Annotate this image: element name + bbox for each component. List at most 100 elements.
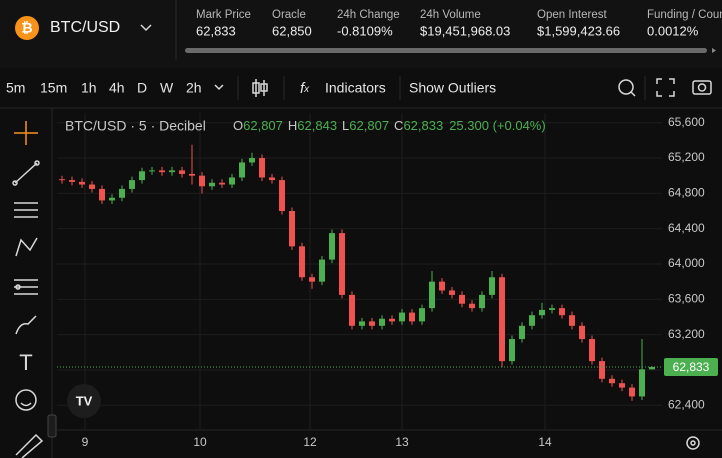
- chart-title: BTC/USD · 5 · Decibel: [65, 118, 206, 134]
- top-bar: [0, 0, 722, 68]
- ohlc-key: C: [394, 118, 403, 133]
- interval-button[interactable]: 1h: [81, 80, 97, 96]
- chart: 62,40062,80063,20063,60064,00064,40064,8…: [57, 113, 722, 449]
- y-tick-label: 62,400: [668, 397, 705, 411]
- x-tick-label: 12: [303, 435, 317, 449]
- candle-body: [59, 179, 65, 181]
- text-tool[interactable]: T: [19, 350, 32, 375]
- ruler-tool[interactable]: [15, 433, 44, 458]
- collapse-handle[interactable]: [47, 414, 57, 438]
- candle-body: [549, 308, 555, 310]
- candle-body: [249, 158, 255, 163]
- ohlc-value: 62,807: [349, 118, 389, 133]
- replay-icon[interactable]: [618, 79, 636, 97]
- candle-body: [279, 180, 285, 212]
- x-tick-label: 13: [395, 435, 409, 449]
- scroll-arrow[interactable]: [712, 48, 716, 53]
- candle-body: [419, 308, 425, 322]
- scrollbar[interactable]: [185, 48, 707, 53]
- candle-body: [519, 325, 525, 340]
- interval-button[interactable]: 5m: [6, 80, 25, 96]
- candle-body: [339, 233, 345, 295]
- candle-body: [619, 383, 625, 388]
- candle-body: [509, 339, 515, 362]
- show-outliers-button[interactable]: Show Outliers: [409, 80, 496, 96]
- candle-type-icon[interactable]: [252, 79, 268, 97]
- candle-body: [199, 175, 205, 187]
- interval-chevron[interactable]: [214, 84, 224, 91]
- candle-body: [479, 294, 485, 309]
- emoji-tool[interactable]: [15, 389, 37, 411]
- stat-label: 24h Change: [337, 9, 400, 21]
- intervals: 5m 15m 1h 4h D W 2h: [6, 80, 202, 96]
- candle-body: [109, 197, 115, 201]
- candle-body: [429, 281, 435, 309]
- candle-body: [349, 294, 355, 326]
- candle-body: [219, 182, 225, 185]
- candle-body: [389, 318, 395, 322]
- candle-body: [579, 325, 585, 340]
- candle-body: [319, 259, 325, 282]
- fib-tool[interactable]: [14, 202, 38, 218]
- x-tick-label: 9: [82, 435, 89, 449]
- candle-body: [309, 277, 315, 282]
- candle-body: [79, 181, 85, 185]
- candle-body: [409, 312, 415, 322]
- settings-icon[interactable]: [686, 436, 700, 450]
- candle-body: [439, 281, 445, 291]
- ohlc-key: H: [288, 118, 297, 133]
- ohlc-value: 62,843: [297, 118, 337, 133]
- candle-body: [459, 294, 465, 304]
- stat-value: $19,451,968.03: [420, 23, 510, 38]
- pair[interactable]: BTC/USD: [50, 19, 120, 36]
- candle-body: [539, 309, 545, 316]
- ohlc-value: 62,807: [243, 118, 283, 133]
- interval-button[interactable]: D: [137, 80, 147, 96]
- candle-body: [369, 321, 375, 326]
- stat-label: Funding / Coun: [647, 9, 722, 21]
- candle-body: [569, 315, 575, 326]
- pattern-tool[interactable]: [15, 237, 38, 257]
- candle-body: [129, 180, 135, 189]
- stats: Mark Price 62,833 Oracle 62,850 24h Change -0…: [196, 9, 722, 38]
- y-tick-label: 64,000: [668, 256, 705, 270]
- y-tick-label: 64,400: [668, 221, 705, 235]
- candle-body: [259, 158, 265, 178]
- tv-logo[interactable]: TV: [67, 384, 101, 418]
- trendline-tool[interactable]: [12, 160, 40, 186]
- stat-value: $1,599,423.66: [537, 23, 620, 38]
- candle-body: [499, 277, 505, 362]
- candle-body: [99, 188, 105, 201]
- candle-body: [89, 184, 95, 189]
- fx-icon[interactable]: fx: [300, 80, 310, 97]
- stat-value: 0.0012%: [647, 23, 699, 38]
- crosshair-tool[interactable]: [14, 121, 38, 145]
- screenshot-icon[interactable]: [692, 80, 712, 95]
- projection-tool[interactable]: [14, 279, 38, 295]
- interval-button[interactable]: 15m: [40, 80, 67, 96]
- y-tick-label: 65,200: [668, 150, 705, 164]
- candle-body: [149, 170, 155, 172]
- interval-button[interactable]: 4h: [109, 80, 125, 96]
- btc-icon: [15, 16, 39, 40]
- candle-body: [489, 277, 495, 295]
- x-tick-label: 14: [538, 435, 552, 449]
- pair-chevron[interactable]: [140, 24, 152, 32]
- candle-body: [139, 171, 145, 181]
- fullscreen-icon[interactable]: [656, 78, 675, 97]
- candle-body: [469, 303, 475, 309]
- stat-label: Oracle: [272, 9, 306, 21]
- interval-button[interactable]: W: [160, 80, 174, 96]
- stat-label: 24h Volume: [420, 9, 481, 21]
- indicators-button[interactable]: Indicators: [325, 80, 386, 96]
- candle-body: [609, 378, 615, 384]
- ohlc-key: O: [233, 118, 243, 133]
- candle-body: [359, 321, 365, 326]
- candle-body: [269, 177, 275, 181]
- interval-button[interactable]: 2h: [186, 80, 202, 96]
- candle-body: [69, 180, 75, 182]
- brush-tool[interactable]: [15, 315, 37, 335]
- candle-body: [379, 318, 385, 326]
- stat-label: Mark Price: [196, 9, 251, 21]
